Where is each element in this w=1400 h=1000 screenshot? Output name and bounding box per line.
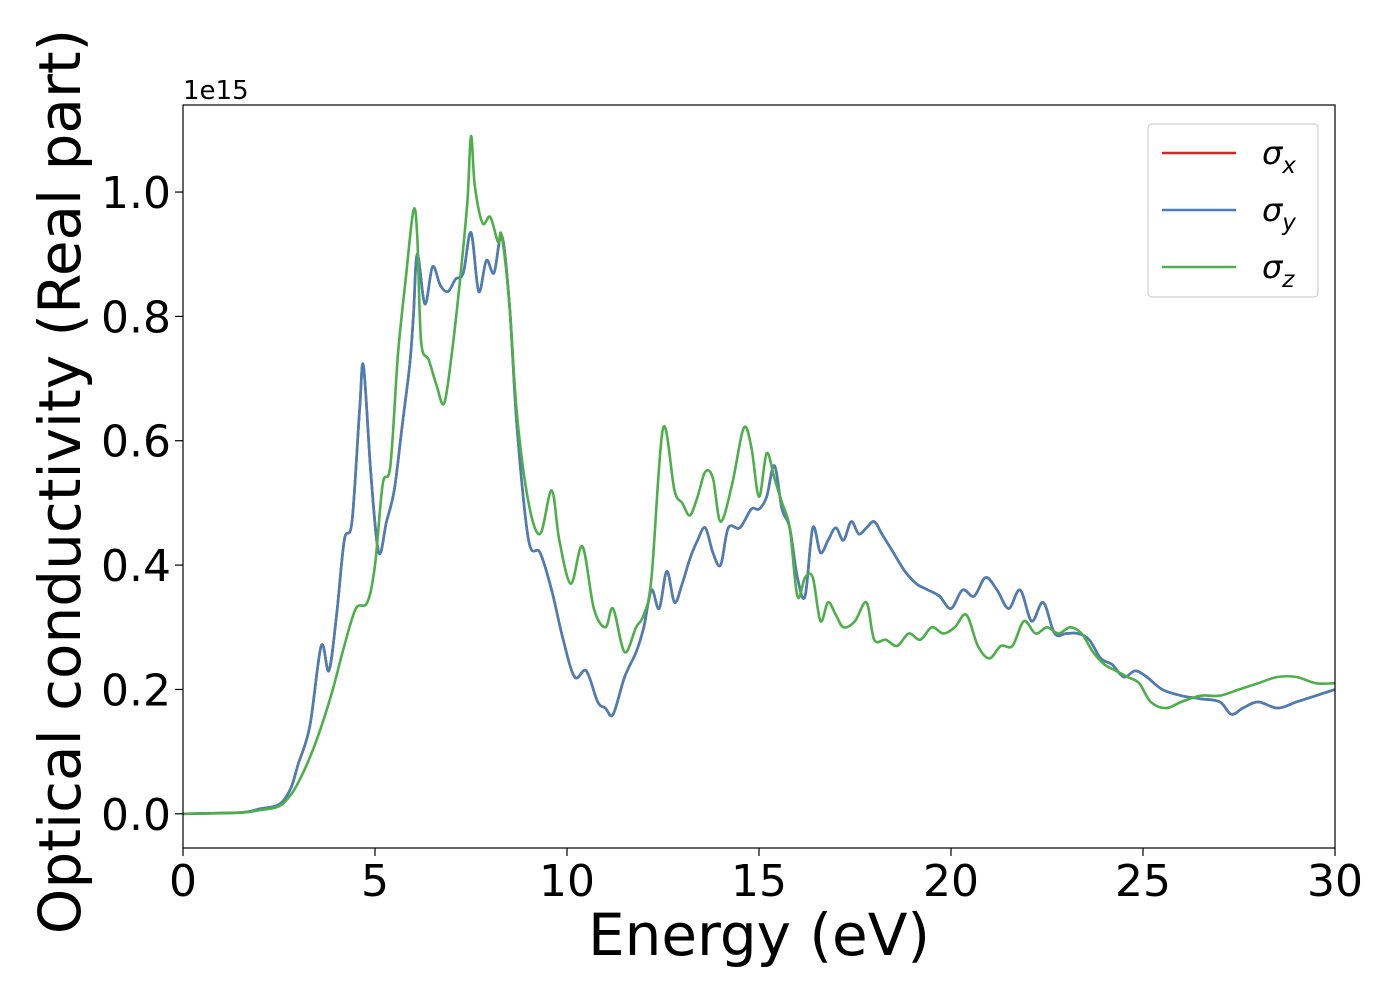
x-tick-label: 5 — [361, 856, 389, 907]
y-tick-label: 1.0 — [101, 168, 171, 219]
x-axis-title: Energy (eV) — [588, 901, 930, 969]
legend-subscript: y — [1281, 210, 1296, 236]
y-axis: 0.0 0.2 0.4 0.6 0.8 1.0 — [101, 168, 183, 841]
y-tick-label: 0.8 — [101, 292, 171, 343]
x-tick-label: 15 — [731, 856, 787, 907]
y-offset-label: 1e15 — [183, 76, 249, 106]
series-line-y — [182, 231, 1336, 816]
x-tick-label: 0 — [169, 856, 197, 907]
y-tick-label: 0.4 — [101, 541, 171, 592]
series-layer — [182, 134, 1336, 816]
series-line-z — [182, 134, 1336, 816]
y-tick-label: 0.2 — [101, 665, 171, 716]
x-axis: 0 5 10 15 20 25 30 — [169, 848, 1363, 907]
x-tick-label: 10 — [539, 856, 595, 907]
legend-subscript: z — [1281, 267, 1295, 293]
plot-area — [182, 104, 1336, 849]
y-tick-label: 0.6 — [101, 417, 171, 468]
x-tick-label: 30 — [1307, 856, 1363, 907]
y-axis-title: Optical conductivity (Real part) — [26, 29, 94, 934]
x-tick-label: 20 — [923, 856, 979, 907]
x-tick-label: 25 — [1115, 856, 1171, 907]
legend-subscript: x — [1281, 153, 1296, 179]
y-tick-label: 0.0 — [101, 790, 171, 841]
